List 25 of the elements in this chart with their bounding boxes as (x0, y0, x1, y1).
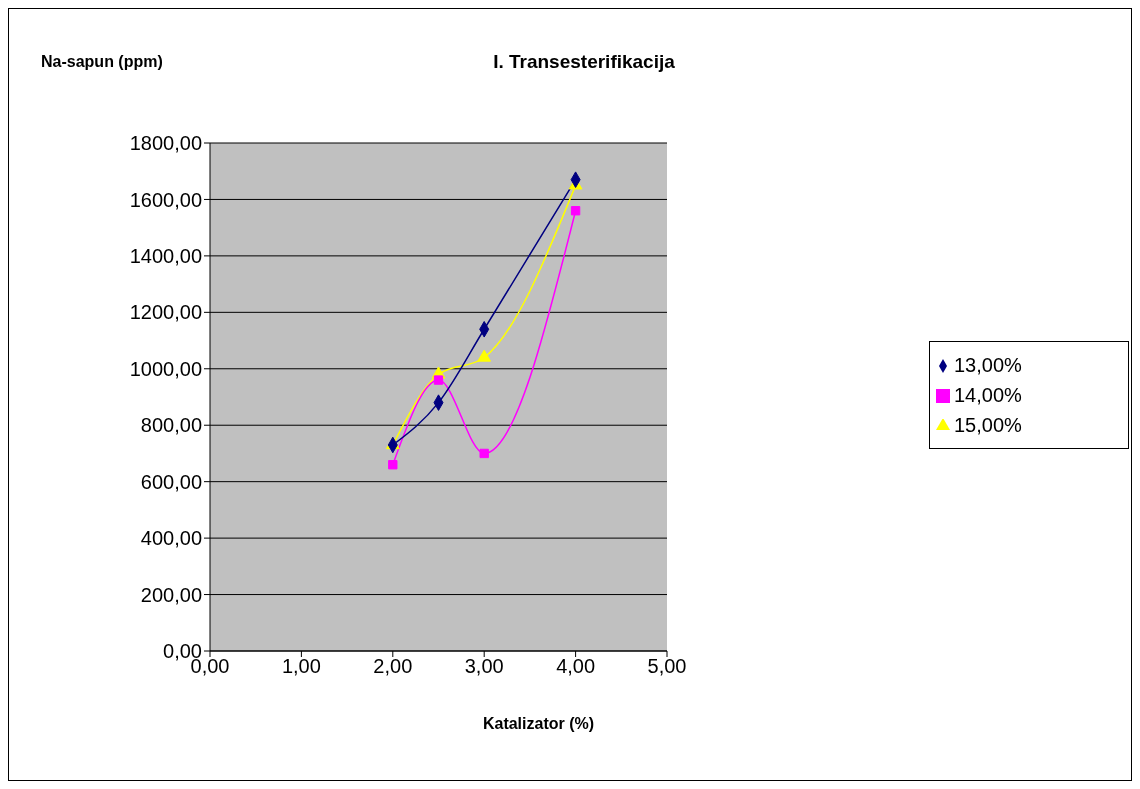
legend-label: 13,00% (954, 353, 1022, 376)
x-tick-label: 1,00 (281, 655, 321, 678)
x-axis-title: Katalizator (%) (481, 715, 596, 733)
point (388, 460, 398, 470)
y-axis-title: Na-sapun (ppm) (41, 53, 163, 71)
y-tick-label: 1600,00 (129, 188, 202, 211)
y-tick-label: 800,00 (140, 414, 202, 437)
point (433, 375, 444, 385)
x-tick-label: 3,00 (464, 655, 504, 678)
legend-label: 14,00% (954, 383, 1022, 406)
point (570, 206, 581, 216)
y-tick-label: 600,00 (140, 470, 202, 493)
y-tick-label: 400,00 (140, 527, 202, 550)
x-tick-label: 2,00 (373, 655, 413, 678)
x-tick-label: 4,00 (556, 655, 596, 678)
y-tick-label: 200,00 (140, 583, 202, 606)
chart-title: I. Transesterifikacija (493, 51, 675, 72)
legend-label: 15,00% (954, 413, 1022, 436)
x-tick-label: 5,00 (647, 655, 687, 678)
point (479, 448, 489, 459)
y-tick-label: 1400,00 (129, 244, 202, 267)
y-tick-label: 1800,00 (129, 132, 202, 155)
y-tick-label: 1200,00 (129, 301, 202, 324)
y-tick-label: 1000,00 (129, 357, 202, 380)
point (477, 349, 492, 362)
